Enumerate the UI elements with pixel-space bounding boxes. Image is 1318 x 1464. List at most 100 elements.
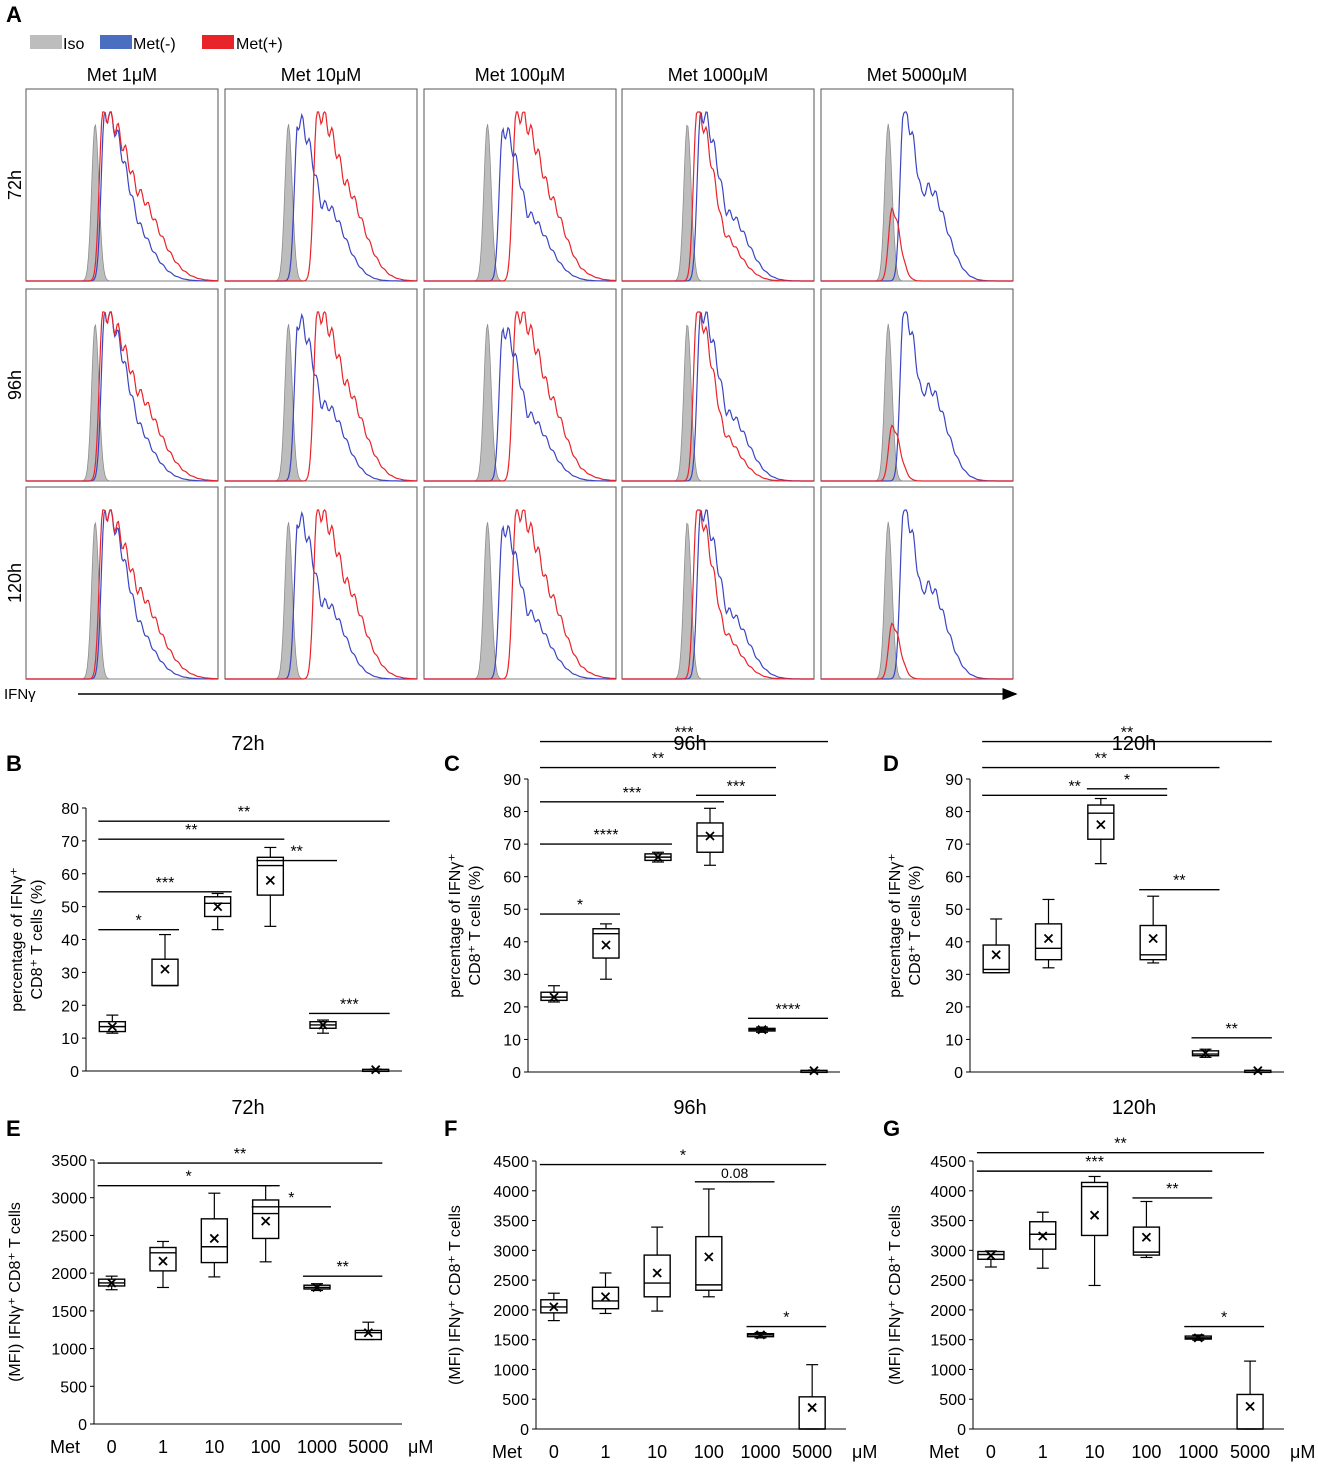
box-iqr (256, 856, 285, 896)
mean-marker (1193, 1333, 1203, 1343)
iso-curve (424, 324, 616, 482)
met-plus-curve (622, 111, 814, 282)
chart-title: 72h (231, 733, 264, 755)
mean-marker (986, 1251, 996, 1261)
box-1000 (303, 1282, 331, 1293)
mean-marker (107, 1021, 117, 1032)
y-tick-label: 20 (61, 998, 79, 1015)
panel-label-d: D (883, 751, 899, 776)
y-tick-label: 2500 (493, 1273, 529, 1290)
box-iqr (1087, 804, 1115, 840)
met-plus-curve (225, 509, 417, 680)
y-tick-label: 2500 (930, 1273, 966, 1290)
y-tick-label: 0 (512, 1065, 521, 1082)
box-iqr (151, 958, 179, 987)
box-1 (592, 923, 620, 980)
histogram-72h-col3 (423, 88, 617, 282)
y-axis-label-line1: percentage of IFNγ⁺ (447, 853, 464, 998)
met-minus-curve (26, 311, 218, 482)
mean-marker (261, 1216, 271, 1226)
y-axis-label-line1: percentage of IFNγ⁺ (9, 867, 26, 1012)
box-1000 (1184, 1333, 1212, 1343)
box-iqr (251, 1199, 280, 1240)
significance-label: *** (727, 778, 746, 795)
met-minus-curve (424, 126, 616, 282)
met-plus-curve (424, 111, 617, 282)
significance-label: * (288, 1190, 294, 1207)
mean-marker (107, 1278, 117, 1288)
y-axis-label-line2: CD8⁺ T cells (%) (907, 866, 924, 986)
mean-marker (209, 1233, 219, 1244)
box-1 (1029, 1211, 1057, 1269)
x-tick-label: 10 (647, 1442, 667, 1462)
significance-label: *** (156, 875, 175, 892)
x-tick-label: 10 (1085, 1442, 1105, 1462)
legend-swatch-iso (30, 35, 62, 49)
column-header-1: Met 1μM (87, 65, 157, 85)
x-tick-label: 1 (1038, 1442, 1048, 1462)
panel-a-legend: Iso Met(-) Met(+) (30, 35, 283, 53)
significance-label: ** (238, 804, 250, 821)
met-minus-curve (26, 509, 218, 680)
y-tick-label: 2000 (493, 1303, 529, 1320)
iso-curve (225, 522, 417, 680)
box-10 (1080, 1175, 1109, 1287)
y-tick-label: 30 (945, 967, 963, 984)
x-axis-unit: μM (408, 1437, 433, 1457)
x-tick-label: 5000 (1230, 1442, 1270, 1462)
histogram-120h-col2 (224, 486, 418, 680)
significance-label: * (680, 1148, 686, 1165)
column-header-3: Met 100μM (475, 65, 565, 85)
significance-label: ** (336, 1259, 348, 1276)
box-0 (97, 1275, 126, 1291)
histogram-frame (820, 288, 1014, 482)
mean-marker (549, 992, 559, 1002)
y-tick-label: 40 (61, 933, 79, 950)
y-axis-label: (MFI) IFNγ⁺ CD8⁺ T cells (887, 1205, 904, 1385)
histogram-72h-col2 (224, 88, 418, 282)
box-iqr (354, 1329, 383, 1341)
y-tick-label: 10 (61, 1031, 79, 1048)
histogram-72h-col4 (621, 88, 815, 282)
met-minus-curve (26, 111, 218, 282)
iso-curve (225, 124, 417, 282)
box-chart-g: G120h05001000150020002500300035004000450… (883, 1097, 1315, 1462)
x-tick-label: 5000 (792, 1442, 832, 1462)
significance-label: ** (652, 751, 664, 768)
box-1000 (309, 1019, 337, 1034)
significance-label: **** (594, 827, 619, 844)
x-axis-unit: μM (1290, 1442, 1315, 1462)
box-1 (149, 1240, 177, 1289)
significance-label: ** (290, 844, 302, 861)
histogram-frame (621, 486, 815, 680)
x-tick-label: 5000 (348, 1437, 388, 1457)
significance-label: 0.08 (721, 1165, 748, 1181)
panel-label-c: C (444, 751, 460, 776)
x-tick-label: 0 (549, 1442, 559, 1462)
x-axis-prefix: Met (492, 1442, 522, 1462)
box-iqr (696, 822, 724, 853)
mean-marker (265, 875, 275, 885)
box-5000 (1244, 1066, 1272, 1076)
y-tick-label: 4000 (930, 1184, 966, 1201)
mean-marker (1253, 1066, 1263, 1076)
significance-label: ** (1225, 1021, 1237, 1038)
chart-title: 72h (231, 1097, 264, 1119)
y-tick-label: 50 (503, 902, 521, 919)
box-5000 (800, 1066, 828, 1076)
met-plus-curve (821, 424, 1013, 482)
y-tick-label: 10 (503, 1032, 521, 1049)
histogram-72h-col1 (25, 88, 219, 282)
y-tick-label: 30 (61, 965, 79, 982)
significance-label: * (136, 913, 142, 930)
box-10 (643, 1226, 671, 1312)
box-iqr (798, 1396, 826, 1430)
significance-label: ** (234, 1146, 246, 1163)
legend-label-met-plus: Met(+) (236, 36, 283, 53)
box-iqr (982, 944, 1010, 974)
y-tick-label: 3000 (493, 1243, 529, 1260)
box-iqr (1132, 1226, 1161, 1256)
met-minus-curve (225, 510, 417, 680)
histogram-frame (820, 88, 1014, 282)
mean-marker (704, 1252, 714, 1262)
